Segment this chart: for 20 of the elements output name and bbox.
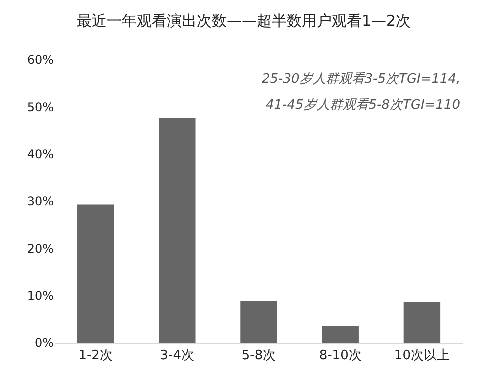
bar: [159, 118, 196, 343]
y-tick-label: 60%: [27, 53, 54, 68]
x-tick-label: 5-8次: [242, 348, 276, 364]
x-tick-label: 1-2次: [78, 348, 113, 364]
x-tick-label: 8-10次: [319, 348, 362, 364]
y-tick-label: 20%: [27, 242, 54, 256]
bar: [77, 204, 114, 343]
x-tick-label: 10次以上: [394, 348, 450, 364]
y-tick-label: 0%: [34, 336, 54, 350]
x-tick-label: 3-4次: [160, 348, 195, 364]
chart-title: 最近一年观看演出次数——超半数用户观看1—2次: [76, 12, 412, 30]
y-tick-label: 50%: [27, 100, 54, 114]
bar: [240, 301, 278, 343]
y-tick-label: 40%: [27, 148, 54, 162]
annotation: 25-30岁人群观看3-5次TGI=114,: [262, 72, 461, 87]
bar: [404, 302, 441, 343]
annotation: 41-45岁人群观看5-8次TGI=110: [266, 98, 461, 113]
y-tick-label: 30%: [27, 194, 54, 209]
y-tick-label: 10%: [27, 289, 54, 304]
bar: [322, 326, 359, 343]
